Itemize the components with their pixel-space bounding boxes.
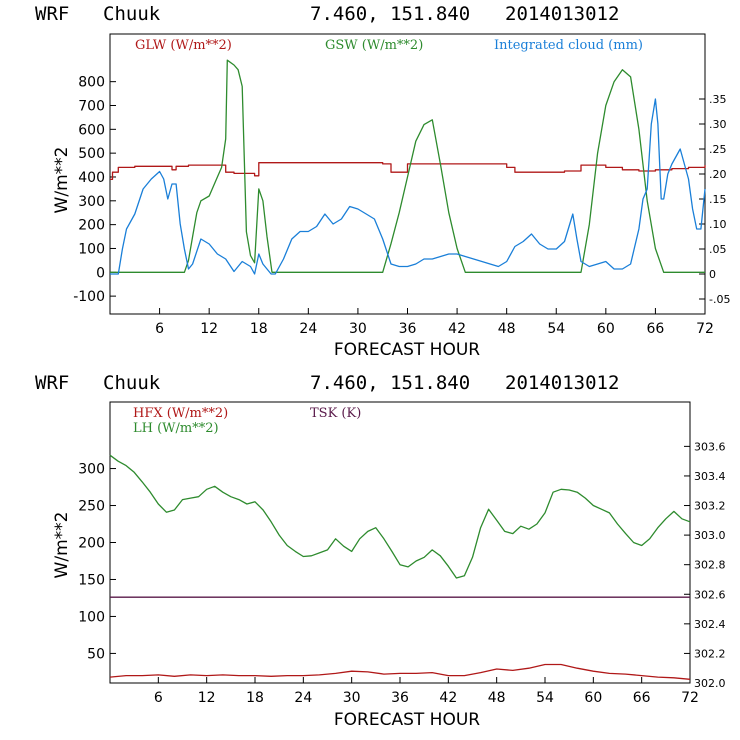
panel1-xtick-label: 42 xyxy=(448,321,466,337)
panel1-y2tick-label: .20 xyxy=(709,168,727,181)
panel1-y2tick-label: .30 xyxy=(709,118,727,131)
panel1-xtick-label: 48 xyxy=(498,321,516,337)
panel1-ytick-label: 500 xyxy=(78,146,105,162)
panel2-xtick-label: 72 xyxy=(681,690,699,706)
panel2-y-axis: 50 100 150 200 250 300 xyxy=(78,462,116,662)
panel1-y-axis-label: W/m**2 xyxy=(52,147,72,214)
panel2-y-axis-label: W/m**2 xyxy=(52,512,72,579)
panel2-y2tick-label: 302.6 xyxy=(694,588,726,601)
panel1-ytick-label: 700 xyxy=(78,98,105,114)
panel1-header-date: 2014013012 xyxy=(505,3,619,25)
panel1-header-coords: 7.460, 151.840 xyxy=(310,3,470,25)
panel2-header-date: 2014013012 xyxy=(505,372,619,394)
panel2-series-hfx xyxy=(109,663,691,680)
panel2-xtick-label: 42 xyxy=(439,690,457,706)
radiation-cloud-panel: WRF Chuuk 7.460, 151.840 2014013012 -100… xyxy=(35,3,730,360)
panel2-xtick-label: 30 xyxy=(343,690,361,706)
panel2-ytick-label: 200 xyxy=(78,536,105,552)
panel2-ytick-label: 250 xyxy=(78,499,105,515)
panel1-x-axis: 6 12 18 24 30 36 42 48 54 60 66 72 xyxy=(155,308,714,337)
panel2-xtick-label: 54 xyxy=(536,690,554,706)
panel1-ytick-label: 800 xyxy=(78,75,105,91)
panel2-y2tick-label: 302.4 xyxy=(694,618,726,631)
panel1-y2tick-label: .05 xyxy=(709,243,727,256)
panel2-xtick-label: 24 xyxy=(294,690,312,706)
surface-flux-panel: WRF Chuuk 7.460, 151.840 2014013012 50 10… xyxy=(35,372,726,730)
panel2-y2tick-label: 302.0 xyxy=(694,677,726,690)
panel1-legend-gsw: GSW (W/m**2) xyxy=(325,38,423,53)
panel1-xtick-label: 24 xyxy=(299,321,317,337)
panel1-ytick-label: 300 xyxy=(78,194,105,210)
panel2-xtick-label: 66 xyxy=(633,690,651,706)
panel2-xtick-label: 36 xyxy=(391,690,409,706)
panel2-ytick-label: 50 xyxy=(87,646,105,662)
panel2-y2tick-label: 302.8 xyxy=(694,559,726,572)
panel1-xtick-label: 54 xyxy=(547,321,565,337)
panel1-series xyxy=(110,59,706,275)
panel1-ytick-label: 600 xyxy=(78,122,105,138)
panel2-x-axis-label: FORECAST HOUR xyxy=(334,710,480,730)
panel1-series-glw xyxy=(110,162,706,181)
panel2-series xyxy=(109,454,691,680)
panel2-ytick-label: 100 xyxy=(78,609,105,625)
panel1-plot-frame xyxy=(109,33,706,315)
panel2-y2tick-label: 303.0 xyxy=(694,529,726,542)
panel2-legend-lh: LH (W/m**2) xyxy=(133,421,219,436)
panel1-xtick-label: 12 xyxy=(200,321,218,337)
panel1-y2tick-label: .25 xyxy=(709,143,727,156)
panel2-ytick-label: 300 xyxy=(78,462,105,478)
panel1-y-axis: -100 0 100 200 300 400 500 600 700 800 xyxy=(73,75,116,305)
panel1-header-model: WRF xyxy=(35,3,69,25)
panel1-header-station: Chuuk xyxy=(103,3,161,25)
panel1-right-axis: -.05 0 .05 .10 .15 .20 .25 .30 .35 xyxy=(699,93,730,306)
panel2-xtick-label: 18 xyxy=(246,690,264,706)
panel1-y2tick-label: 0 xyxy=(709,268,716,281)
panel1-series-integrated xyxy=(110,98,706,275)
panel2-legend-hfx: HFX (W/m**2) xyxy=(133,406,228,421)
panel2-plot-frame xyxy=(109,401,691,684)
panel1-ytick-label: 400 xyxy=(78,170,105,186)
panel1-xtick-label: 36 xyxy=(399,321,417,337)
panel2-series-lh xyxy=(109,454,691,579)
panel2-legend-tsk: TSK (K) xyxy=(310,406,361,421)
panel1-legend-glw: GLW (W/m**2) xyxy=(135,38,232,53)
panel2-y2tick-label: 303.2 xyxy=(694,500,726,513)
panel1-y2tick-label: .10 xyxy=(709,218,727,231)
panel1-xtick-label: 60 xyxy=(597,321,615,337)
panel1-series-gsw xyxy=(110,59,705,273)
panel1-xtick-label: 30 xyxy=(349,321,367,337)
panel2-header-model: WRF xyxy=(35,372,69,394)
panel1-xtick-label: 72 xyxy=(696,321,714,337)
panel1-xtick-label: 6 xyxy=(155,321,164,337)
panel1-y2tick-label: .35 xyxy=(709,93,727,106)
panel2-y2tick-label: 302.2 xyxy=(694,647,726,660)
panel1-x-axis-label: FORECAST HOUR xyxy=(334,340,480,360)
panel2-xtick-label: 12 xyxy=(198,690,216,706)
panel1-y2tick-label: .15 xyxy=(709,193,727,206)
panel1-ytick-label: -100 xyxy=(73,289,105,305)
panel2-ytick-label: 150 xyxy=(78,572,105,588)
panel2-xtick-label: 6 xyxy=(154,690,163,706)
panel1-ytick-label: 100 xyxy=(78,241,105,257)
panel2-y2tick-label: 303.6 xyxy=(694,440,726,453)
panel1-xtick-label: 18 xyxy=(250,321,268,337)
panel1-ytick-label: 0 xyxy=(96,265,105,281)
panel2-right-axis: 302.0 302.2 302.4 302.6 302.8 303.0 303.2 303.4… xyxy=(684,440,726,690)
panel2-xtick-label: 48 xyxy=(488,690,506,706)
panel1-y2tick-label: -.05 xyxy=(709,293,730,306)
panel2-header-station: Chuuk xyxy=(103,372,161,394)
panel1-ytick-label: 200 xyxy=(78,218,105,234)
panel1-legend-cloud: Integrated cloud (mm) xyxy=(494,38,643,53)
panel2-x-axis: 6 12 18 24 30 36 42 48 54 60 66 72 xyxy=(154,677,699,706)
panel2-header-coords: 7.460, 151.840 xyxy=(310,372,470,394)
panel2-xtick-label: 60 xyxy=(584,690,602,706)
panel2-y2tick-label: 303.4 xyxy=(694,470,726,483)
panel1-xtick-label: 66 xyxy=(647,321,665,337)
